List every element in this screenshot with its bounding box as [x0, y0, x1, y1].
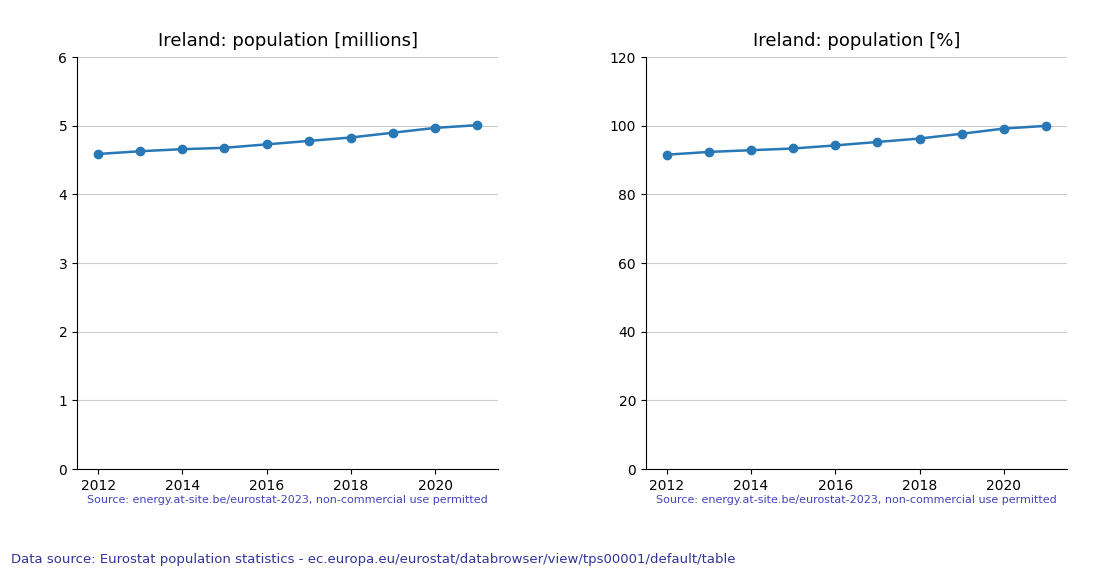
Text: Source: energy.at-site.be/eurostat-2023, non-commercial use permitted: Source: energy.at-site.be/eurostat-2023,…: [87, 495, 488, 505]
Title: Ireland: population [%]: Ireland: population [%]: [752, 32, 960, 50]
Text: Source: energy.at-site.be/eurostat-2023, non-commercial use permitted: Source: energy.at-site.be/eurostat-2023,…: [656, 495, 1057, 505]
Text: Data source: Eurostat population statistics - ec.europa.eu/eurostat/databrowser/: Data source: Eurostat population statist…: [11, 553, 736, 566]
Title: Ireland: population [millions]: Ireland: population [millions]: [157, 32, 418, 50]
